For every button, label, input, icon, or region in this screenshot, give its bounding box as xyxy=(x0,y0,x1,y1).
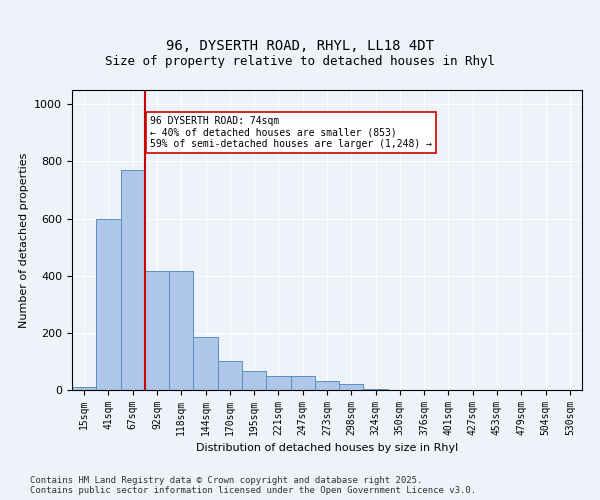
Bar xyxy=(290,376,315,390)
Y-axis label: Number of detached properties: Number of detached properties xyxy=(19,152,29,328)
Bar xyxy=(266,376,290,390)
Text: 96 DYSERTH ROAD: 74sqm
← 40% of detached houses are smaller (853)
59% of semi-de: 96 DYSERTH ROAD: 74sqm ← 40% of detached… xyxy=(150,116,432,149)
Text: 96, DYSERTH ROAD, RHYL, LL18 4DT: 96, DYSERTH ROAD, RHYL, LL18 4DT xyxy=(166,38,434,52)
Text: Size of property relative to detached houses in Rhyl: Size of property relative to detached ho… xyxy=(105,54,495,68)
Bar xyxy=(242,372,266,390)
Bar xyxy=(315,382,339,390)
Bar xyxy=(364,388,388,390)
Bar xyxy=(169,272,193,390)
Text: Contains HM Land Registry data © Crown copyright and database right 2025.
Contai: Contains HM Land Registry data © Crown c… xyxy=(30,476,476,495)
Bar xyxy=(145,272,169,390)
Bar xyxy=(339,384,364,390)
X-axis label: Distribution of detached houses by size in Rhyl: Distribution of detached houses by size … xyxy=(196,444,458,454)
Bar xyxy=(193,337,218,390)
Bar xyxy=(72,387,96,390)
Bar xyxy=(121,170,145,390)
Bar xyxy=(218,362,242,390)
Bar xyxy=(96,218,121,390)
